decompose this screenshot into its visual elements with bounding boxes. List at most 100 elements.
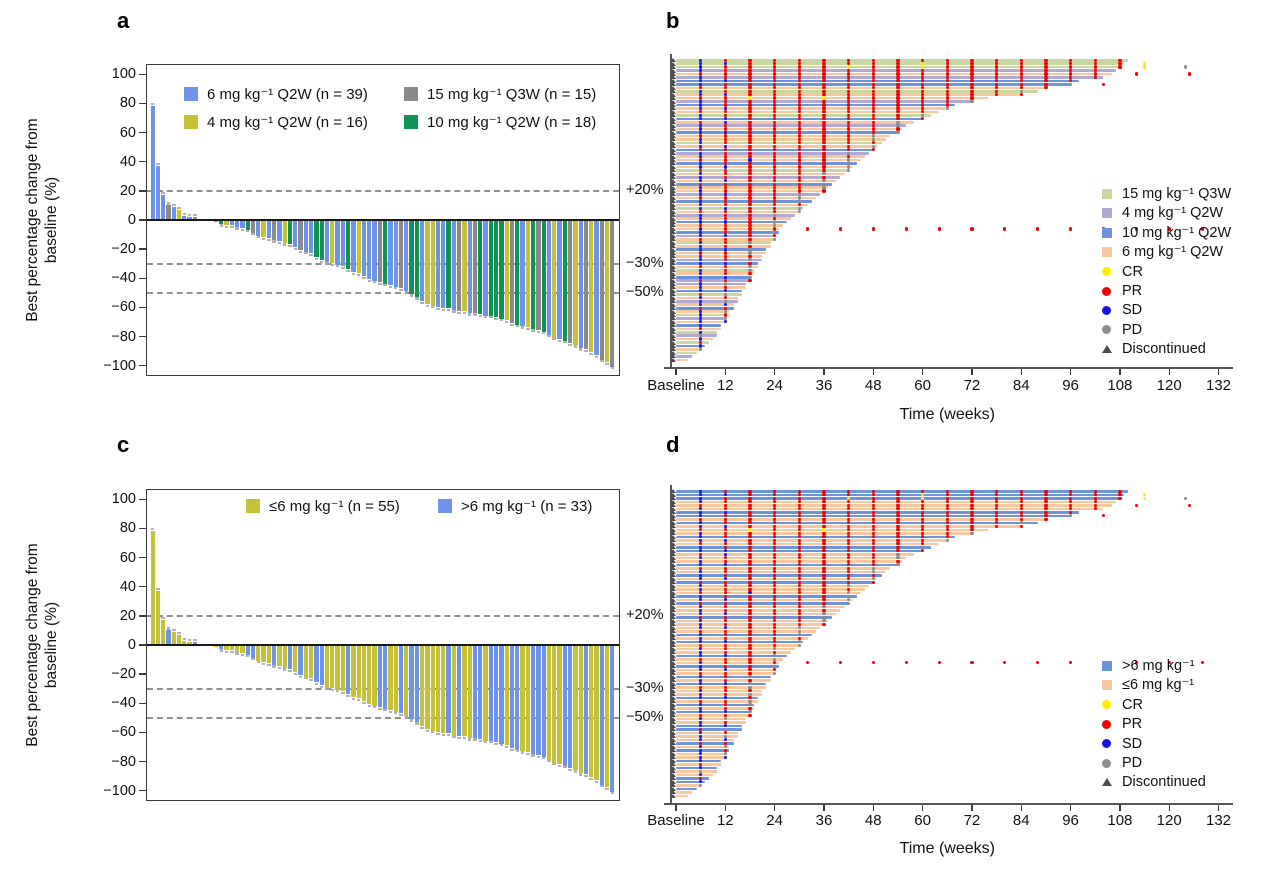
bar-tip-annotation <box>177 631 181 634</box>
waterfall-bar <box>483 646 488 741</box>
response-dot <box>699 755 703 759</box>
response-dot <box>699 605 703 609</box>
waterfall-bar <box>203 643 208 645</box>
response-dot <box>921 103 925 107</box>
discontinued-triangle-marker <box>670 730 676 735</box>
response-dot <box>748 671 752 675</box>
response-dot <box>723 675 727 679</box>
discontinued-triangle-marker <box>670 216 676 221</box>
response-dot <box>723 168 727 172</box>
response-dot <box>748 601 752 605</box>
waterfall-bar <box>488 221 493 316</box>
response-dot <box>773 633 777 637</box>
bar-tip-annotation <box>314 682 319 686</box>
discontinued-triangle-marker <box>670 695 676 700</box>
response-dot <box>945 75 949 79</box>
response-dot <box>773 120 777 124</box>
response-dot <box>723 158 727 162</box>
waterfall-bar <box>515 646 520 750</box>
waterfall-bar <box>546 221 552 335</box>
response-dot <box>699 608 703 612</box>
response-dot <box>699 566 703 570</box>
response-dot <box>945 62 949 66</box>
waterfall-bar <box>240 221 245 229</box>
swimmer-bar <box>676 186 829 189</box>
response-dot <box>822 137 826 141</box>
x-axis-tick-label: 36 <box>815 812 833 829</box>
response-dot <box>847 127 851 131</box>
response-dot <box>797 203 801 207</box>
response-dot <box>699 748 703 752</box>
discontinued-triangle-marker <box>670 323 676 328</box>
swimmer-bar <box>676 303 734 307</box>
swimmer-bar <box>676 241 771 245</box>
response-dot <box>748 96 752 100</box>
response-dot <box>871 500 875 504</box>
waterfall-bar <box>467 646 472 738</box>
response-dot <box>748 556 752 560</box>
bar-tip-annotation <box>489 741 493 744</box>
response-dot <box>773 89 777 93</box>
response-dot <box>773 137 777 141</box>
y-axis-tick-label: −80 <box>111 753 136 770</box>
bar-tip-annotation <box>404 716 408 719</box>
response-dot <box>699 268 703 272</box>
bar-tip-annotation <box>362 276 366 280</box>
waterfall-bar <box>277 221 282 242</box>
x-axis-tick <box>1020 804 1022 811</box>
waterfall-bar <box>367 221 372 280</box>
waterfall-bar <box>330 646 335 689</box>
response-dot <box>1069 75 1073 79</box>
response-dot <box>871 552 875 556</box>
response-dot <box>847 556 851 560</box>
waterfall-bar <box>335 646 340 690</box>
response-dot <box>945 86 949 90</box>
response-dot <box>847 62 851 66</box>
response-dot <box>1019 82 1023 86</box>
x-axis-tick <box>773 368 776 375</box>
bar-tip-annotation <box>156 163 160 166</box>
discontinued-triangle-marker <box>670 629 676 634</box>
response-dot <box>748 110 752 114</box>
response-dot <box>822 608 826 612</box>
waterfall-bar <box>245 221 250 230</box>
swimmer-bar <box>676 262 759 265</box>
response-dot <box>896 79 900 83</box>
response-dot <box>699 175 703 179</box>
swimmer-bar <box>676 72 1112 76</box>
response-dot <box>1093 489 1097 493</box>
response-dot <box>723 299 727 303</box>
response-dot <box>970 528 974 532</box>
swimmer-bar <box>676 282 746 286</box>
response-dot <box>797 151 801 155</box>
bar-tip-annotation <box>304 677 308 680</box>
bar-tip-annotation <box>600 785 604 788</box>
response-dot <box>797 210 801 214</box>
response-dot <box>773 130 777 135</box>
bar-tip-annotation <box>605 787 609 791</box>
response-dot <box>871 72 875 76</box>
discontinued-triangle-marker <box>670 597 676 602</box>
response-dot <box>748 703 752 707</box>
legend-swatch <box>404 87 418 101</box>
swimmer-bar <box>676 69 1116 72</box>
response-dot <box>699 261 703 265</box>
response-dot <box>723 510 727 514</box>
response-dot <box>847 524 851 528</box>
response-dot <box>723 196 727 200</box>
response-dot <box>797 134 801 138</box>
response-dot <box>699 573 703 577</box>
bar-tip-annotation <box>256 661 261 664</box>
waterfall-bar <box>599 221 604 360</box>
bar-tip-annotation <box>393 712 398 715</box>
y-axis-tick <box>139 277 146 279</box>
swimmer-bar <box>676 286 746 289</box>
response-dot <box>699 552 703 556</box>
response-dot <box>723 668 727 672</box>
discontinued-triangle-marker <box>670 496 676 501</box>
waterfall-bar <box>562 646 567 766</box>
response-dot <box>797 106 801 110</box>
response-dot <box>723 664 727 668</box>
swimmer-bar <box>676 780 705 784</box>
response-dot <box>847 500 851 504</box>
